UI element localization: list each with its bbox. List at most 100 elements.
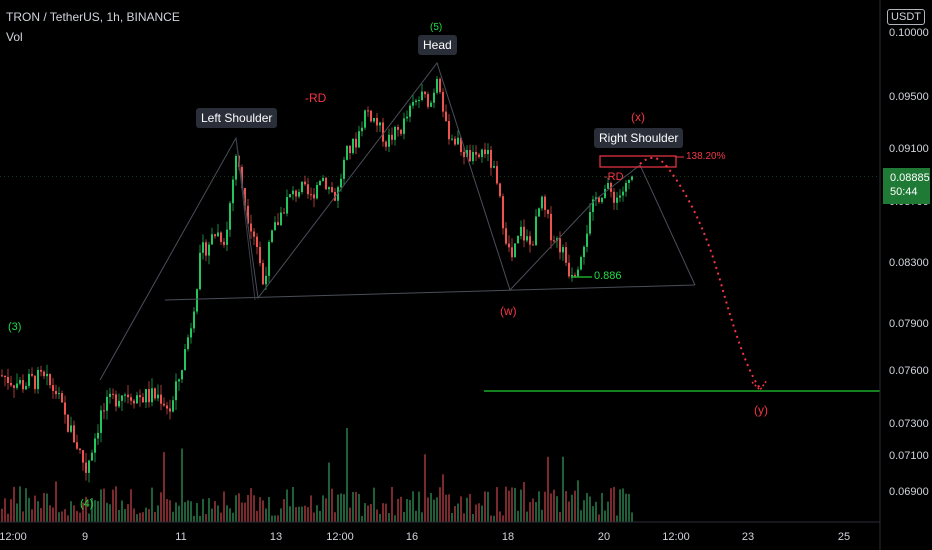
fib-138-box [599, 155, 677, 168]
volume-bar [502, 515, 504, 522]
candle-body [613, 191, 615, 203]
volume-bar [214, 501, 216, 522]
candle-body [337, 187, 339, 201]
volume-bar [379, 513, 381, 522]
volume-bar [223, 491, 225, 522]
volume-bar [91, 497, 93, 522]
volume-bar [439, 487, 441, 522]
volume-bar [451, 512, 453, 522]
x-tick-label: 12:00 [326, 531, 354, 543]
volume-bar [256, 510, 258, 522]
candle-body [22, 380, 24, 390]
candle-body [316, 184, 318, 199]
volume-bar [541, 509, 543, 522]
candle-body [250, 223, 252, 232]
volume-bar [565, 491, 567, 522]
volume-bar [424, 454, 426, 522]
volume-bar [46, 493, 48, 522]
left-shoulder-label[interactable]: Left Shoulder [196, 108, 278, 128]
volume-bar [349, 507, 351, 522]
right-shoulder-label[interactable]: Right Shoulder [594, 128, 684, 148]
volume-bar [505, 486, 507, 522]
volume-bar [427, 497, 429, 522]
x-tick-label: 16 [406, 531, 418, 543]
neckline [164, 284, 696, 301]
volume-bar [490, 515, 492, 522]
volume-bar [43, 493, 45, 522]
candle-body [589, 212, 591, 234]
candle-body [631, 176, 633, 180]
candle-body [361, 127, 363, 132]
candle-body [244, 188, 246, 206]
volume-bar [97, 501, 99, 522]
volume-bar [40, 508, 42, 522]
hs-pattern-outline [99, 61, 696, 381]
volume-bar [559, 511, 561, 522]
wave-3-label: (3) [8, 321, 22, 333]
volume-bar [196, 503, 198, 522]
candle-body [550, 213, 552, 241]
volume-bar [619, 489, 621, 522]
volume-bar [28, 497, 30, 522]
volume-bar [460, 496, 462, 522]
candle-body [1, 375, 3, 377]
candle-body [604, 188, 606, 198]
currency-button[interactable]: USDT [887, 9, 925, 25]
candle-body [520, 226, 522, 236]
volume-bar [13, 486, 15, 522]
candle-body [181, 370, 183, 380]
candle-body [457, 137, 459, 145]
head-label[interactable]: Head [418, 35, 457, 55]
candle-body [259, 247, 261, 264]
volume-bar [172, 511, 174, 522]
candle-body [430, 102, 432, 107]
candle-body [367, 110, 369, 112]
volume-bar [625, 493, 627, 522]
candle-body [526, 236, 528, 241]
volume-bar [211, 508, 213, 522]
candle-body [130, 397, 132, 401]
candle-body [439, 78, 441, 93]
y-tick-label: 0.07600 [889, 365, 929, 377]
candle-body [133, 400, 135, 404]
wave-line-a [235, 137, 256, 301]
candle-body [538, 208, 540, 217]
volume-bar [550, 493, 552, 522]
volume-bar [544, 491, 546, 522]
candle-body [61, 393, 63, 403]
volume-bar [343, 494, 345, 522]
candle-body [565, 247, 567, 263]
candle-body [322, 177, 324, 181]
volume-bar [331, 488, 333, 522]
volume-bar [508, 490, 510, 522]
volume-bar [391, 486, 393, 522]
volume-bar [538, 491, 540, 522]
volume-bar [394, 515, 396, 522]
candle-body [97, 432, 99, 439]
volume-bar [571, 494, 573, 522]
volume-bar [64, 509, 66, 522]
volume-bar [73, 505, 75, 522]
candle-body [424, 91, 426, 95]
candle-body [253, 231, 255, 237]
y-tick-label: 0.07100 [889, 450, 929, 462]
volume-bar [52, 507, 54, 522]
volume-bar [358, 494, 360, 522]
candle-body [463, 151, 465, 157]
volume-bar [310, 495, 312, 522]
volume-bar [364, 503, 366, 522]
x-tick-label: 20 [598, 531, 610, 543]
volume-bar [487, 491, 489, 522]
volume-bar [418, 491, 420, 522]
candle-body [199, 252, 201, 290]
candle-body [247, 205, 249, 224]
candle-body [598, 197, 600, 203]
volume-bar [553, 489, 555, 522]
x-tick-label: 11 [175, 531, 186, 543]
volume-bar [346, 428, 348, 522]
volume-bar [37, 501, 39, 522]
volume-bar [586, 493, 588, 522]
volume-bar [328, 462, 330, 522]
